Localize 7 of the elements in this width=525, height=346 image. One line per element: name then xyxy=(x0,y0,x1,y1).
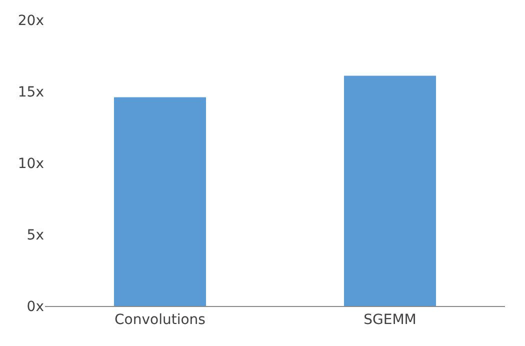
x-tick-label: SGEMM xyxy=(364,312,416,328)
y-tick-label: 10x xyxy=(18,156,44,172)
y-tick-label: 20x xyxy=(18,12,44,29)
y-tick-label: 5x xyxy=(26,227,44,244)
y-tick-label: 15x xyxy=(18,84,44,100)
x-tick-label: Convolutions xyxy=(114,312,206,328)
y-tick-label: 0x xyxy=(26,298,44,315)
